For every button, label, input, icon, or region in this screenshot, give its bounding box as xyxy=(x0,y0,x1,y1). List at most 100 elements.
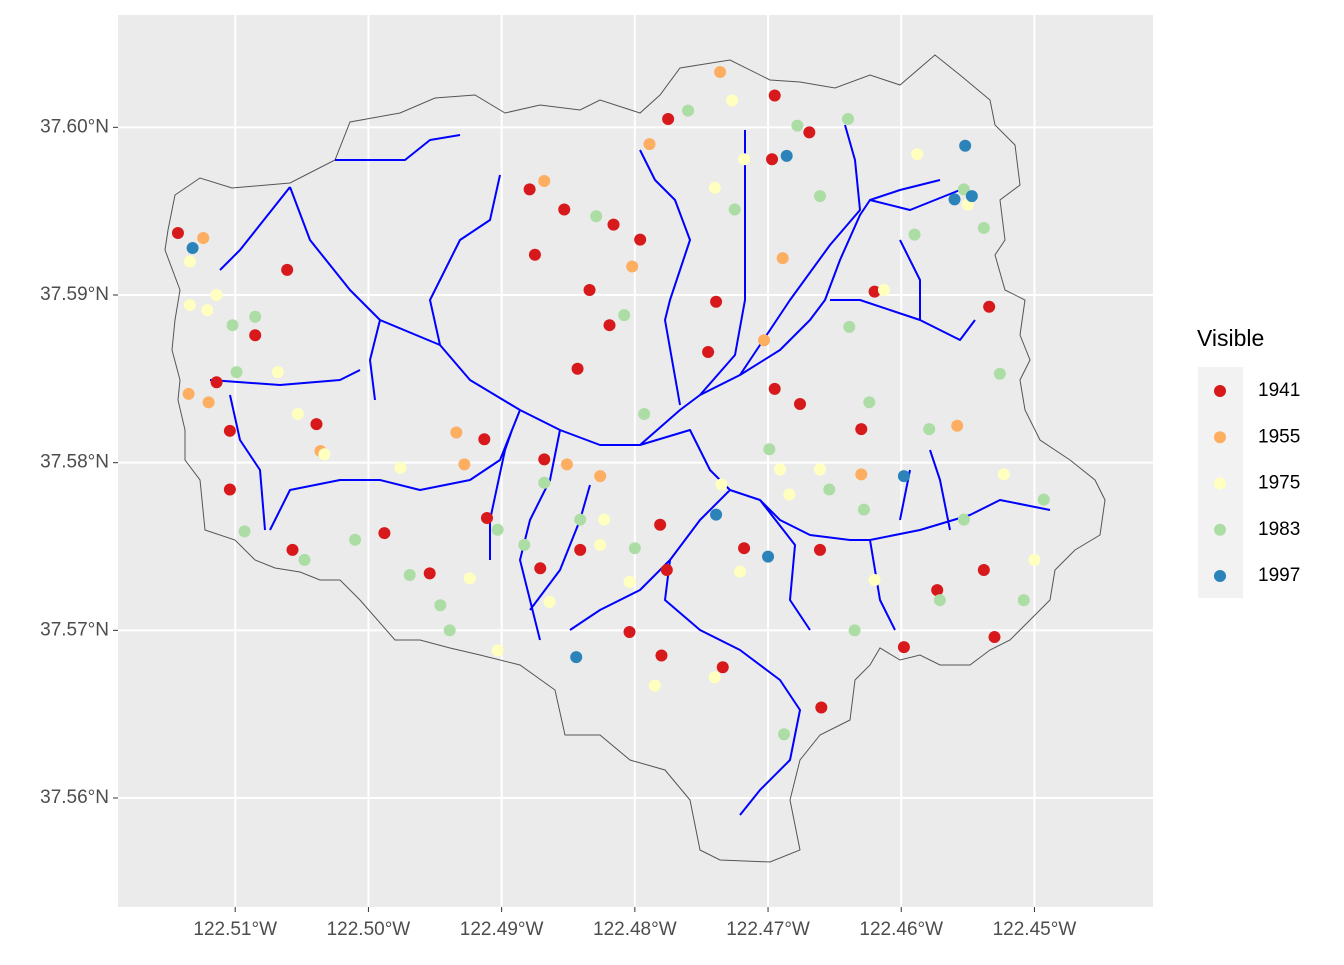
point xyxy=(897,470,910,483)
point xyxy=(708,181,721,194)
point xyxy=(443,624,456,637)
point xyxy=(780,149,793,162)
legend-title: Visible xyxy=(1197,325,1264,351)
point xyxy=(286,543,299,556)
point xyxy=(738,542,751,555)
legend-label: 1955 xyxy=(1258,426,1300,447)
point xyxy=(202,396,215,409)
points xyxy=(171,66,1050,741)
legend-label: 1941 xyxy=(1258,380,1300,401)
point xyxy=(714,66,727,79)
point xyxy=(626,260,639,273)
point xyxy=(528,248,541,261)
point xyxy=(594,470,607,483)
point xyxy=(623,575,636,588)
point xyxy=(523,183,536,196)
point xyxy=(855,423,868,436)
point xyxy=(223,483,236,496)
y-tick-label: 37.56°N xyxy=(40,787,109,808)
point xyxy=(201,304,214,317)
point xyxy=(931,584,944,597)
point xyxy=(776,252,789,265)
point xyxy=(868,285,881,298)
point xyxy=(1017,594,1030,607)
point xyxy=(988,631,1001,644)
point xyxy=(655,649,668,662)
point xyxy=(538,453,551,466)
legend-label: 1997 xyxy=(1258,565,1300,586)
point xyxy=(766,153,779,166)
point xyxy=(618,309,631,322)
streams xyxy=(209,124,1051,816)
point xyxy=(877,283,890,296)
point xyxy=(710,508,723,521)
point xyxy=(648,679,661,692)
point xyxy=(702,346,715,359)
point xyxy=(249,329,262,342)
point xyxy=(965,190,978,203)
point xyxy=(738,153,751,166)
point xyxy=(183,299,196,312)
point xyxy=(923,423,936,436)
legend-key xyxy=(1214,523,1226,536)
point xyxy=(394,461,407,474)
legend-key xyxy=(1214,570,1226,582)
legend-key xyxy=(1214,431,1226,444)
point xyxy=(518,538,531,551)
point xyxy=(959,139,972,152)
point xyxy=(249,310,262,323)
x-tick-label: 122.47°W xyxy=(726,919,810,940)
point xyxy=(791,119,804,132)
point xyxy=(726,94,739,107)
point xyxy=(186,242,199,255)
legend-key xyxy=(1214,385,1226,397)
point xyxy=(662,112,675,125)
point xyxy=(458,458,471,471)
point xyxy=(778,728,791,741)
point xyxy=(210,289,223,302)
point xyxy=(450,426,463,439)
point xyxy=(843,320,856,333)
y-tick-label: 37.57°N xyxy=(40,619,109,640)
point xyxy=(560,458,573,471)
point xyxy=(223,424,236,437)
legend-key xyxy=(1214,477,1226,490)
legend-label: 1983 xyxy=(1258,519,1300,540)
legend: 1941 1955 1975 1983 1997 xyxy=(1214,380,1300,586)
point xyxy=(574,543,587,556)
point xyxy=(957,183,970,196)
point xyxy=(298,553,311,566)
point xyxy=(813,463,826,476)
point xyxy=(628,542,641,555)
point xyxy=(841,112,854,125)
point xyxy=(281,263,294,276)
axes: 122.51°W 122.50°W 122.49°W 122.48°W 122.47°W… xyxy=(40,116,1076,940)
point xyxy=(734,565,747,578)
point xyxy=(908,228,921,241)
point xyxy=(863,396,876,409)
point xyxy=(977,221,990,234)
point xyxy=(634,233,647,246)
point xyxy=(583,283,596,296)
point xyxy=(182,387,195,400)
point xyxy=(310,418,323,431)
point xyxy=(594,538,607,551)
point xyxy=(897,641,910,654)
point xyxy=(868,574,881,587)
point xyxy=(598,513,611,526)
point xyxy=(933,594,946,607)
point xyxy=(715,478,728,491)
point xyxy=(762,550,775,563)
point xyxy=(230,366,243,379)
point xyxy=(948,193,961,206)
point xyxy=(538,476,551,489)
y-tick-label: 37.59°N xyxy=(40,284,109,305)
point xyxy=(349,533,362,546)
point xyxy=(226,319,239,332)
point xyxy=(534,562,547,575)
watershed-boundary xyxy=(164,54,1106,863)
point xyxy=(570,651,583,664)
point xyxy=(291,408,304,421)
